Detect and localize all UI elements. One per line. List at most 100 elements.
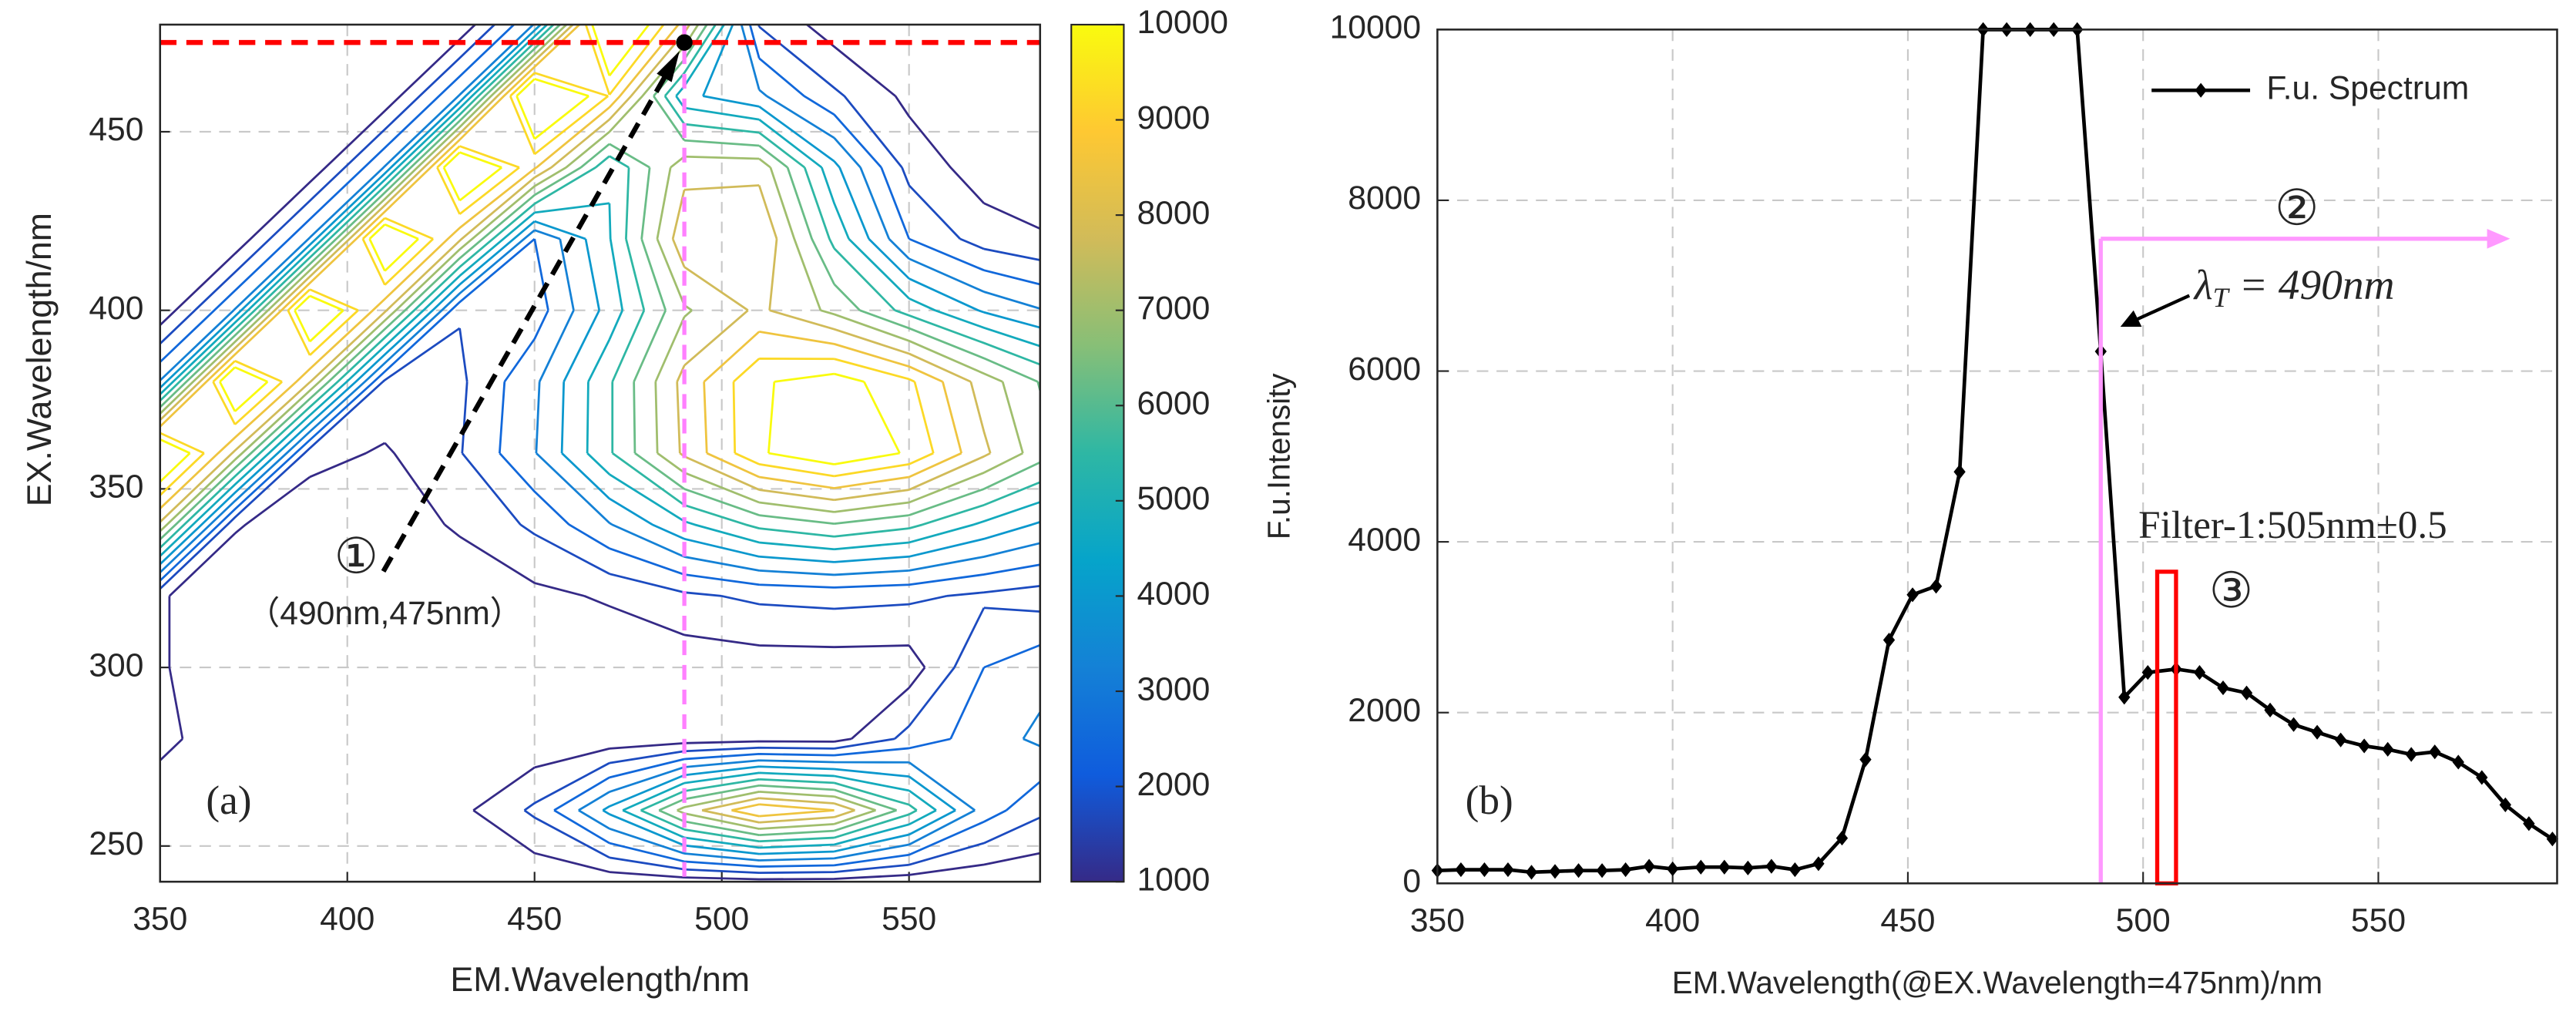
y-tick-label: 350 xyxy=(89,469,143,506)
x-tick-label: 450 xyxy=(507,901,562,938)
data-point xyxy=(1596,863,1608,879)
contour-line xyxy=(160,24,901,483)
colorbar-tick-label: 4000 xyxy=(1137,576,1210,613)
annotation-subscript: T xyxy=(2213,282,2231,313)
data-point xyxy=(1906,587,1919,603)
data-point xyxy=(2193,665,2206,680)
data-point xyxy=(2264,702,2276,717)
legend-marker xyxy=(2195,82,2207,98)
contour-line xyxy=(160,24,1040,837)
x-axis-label: EM.Wavelength/nm xyxy=(450,960,750,999)
data-point xyxy=(1694,859,1707,875)
axes-box xyxy=(1436,29,2558,885)
data-point xyxy=(2118,690,2131,705)
colorbar-tick-label: 5000 xyxy=(1137,480,1210,517)
colorbar-tick-label: 7000 xyxy=(1137,290,1210,327)
data-point xyxy=(1502,862,1514,878)
data-point xyxy=(1882,632,1896,648)
data-point xyxy=(1765,858,1778,874)
data-point xyxy=(1455,862,1467,878)
x-tick-label: 400 xyxy=(320,901,374,938)
contour-line xyxy=(160,24,1040,849)
colorbar-tick-label: 3000 xyxy=(1137,670,1210,707)
data-point xyxy=(1929,579,1943,594)
annotation-text: = 490nm xyxy=(2228,261,2395,308)
y-tick-label: 0 xyxy=(1402,863,1421,900)
y-axis-label: EX.Wavelength/nm xyxy=(20,213,59,506)
data-point xyxy=(1953,464,1966,479)
y-tick-label: 300 xyxy=(89,647,143,684)
data-point xyxy=(2499,797,2511,812)
filter-box xyxy=(2155,569,2178,885)
data-point xyxy=(2334,732,2347,748)
data-point xyxy=(2546,832,2559,847)
contour-line xyxy=(160,24,1040,862)
colorbar xyxy=(1070,23,1125,883)
y-tick-label: 450 xyxy=(89,111,143,148)
annotation-arrow xyxy=(2134,294,2191,322)
annotation: ① xyxy=(334,529,378,583)
x-tick-label: 550 xyxy=(882,901,936,938)
data-point xyxy=(1859,752,1872,768)
data-point xyxy=(2141,665,2154,680)
data-point xyxy=(2311,724,2323,740)
data-point xyxy=(1741,860,1755,875)
annotation-arrowhead xyxy=(657,51,680,82)
data-point xyxy=(2358,738,2370,754)
contour-line xyxy=(160,24,935,496)
y-tick-label: 400 xyxy=(89,290,143,327)
threshold-arrowhead xyxy=(2487,229,2511,249)
contour-line xyxy=(160,24,1040,875)
x-tick-label: 450 xyxy=(1880,902,1935,939)
data-point xyxy=(1619,862,1632,878)
y-axis-label: F.u.Intensity xyxy=(1261,373,1297,540)
data-point xyxy=(2476,770,2488,785)
annotation: λT = 490nm xyxy=(2193,261,2395,314)
contour-line xyxy=(160,24,1040,868)
data-point xyxy=(1835,830,1849,846)
x-tick-label: 550 xyxy=(2351,902,2406,939)
contour-line xyxy=(160,24,1040,855)
colorbar-tick-label: 9000 xyxy=(1137,99,1210,136)
annotation: ③ xyxy=(2209,563,2253,618)
data-point xyxy=(1572,863,1585,879)
data-point xyxy=(2405,747,2417,762)
data-point xyxy=(1812,856,1825,872)
x-tick-label: 350 xyxy=(133,901,187,938)
contour-line xyxy=(160,24,1040,881)
contour-line xyxy=(160,24,963,818)
contour-line xyxy=(160,24,1024,830)
point-marker xyxy=(676,34,693,51)
colorbar-tick-label: 6000 xyxy=(1137,385,1210,422)
contours xyxy=(160,24,1040,881)
y-tick-label: 8000 xyxy=(1348,180,1421,217)
axes-box xyxy=(159,23,1042,883)
panel-b: 350 400 450 500 550 0 2000 4000 6000 8000 10000 F.u… xyxy=(1330,9,2559,939)
x-tick-label: 500 xyxy=(2116,902,2171,939)
panel-label: (a) xyxy=(206,778,251,823)
annotation: ② xyxy=(2275,181,2319,236)
data-point xyxy=(2240,685,2253,701)
data-point xyxy=(1788,862,1802,878)
data-point xyxy=(2217,680,2229,696)
colorbar-tick-label: 1000 xyxy=(1137,861,1210,898)
annotation-arrowhead xyxy=(2120,310,2142,327)
data-point xyxy=(2287,717,2300,732)
data-point xyxy=(1643,858,1655,874)
legend-label: F.u. Spectrum xyxy=(2266,69,2469,106)
y-tick-label: 4000 xyxy=(1348,521,1421,558)
x-tick-label: 500 xyxy=(694,901,749,938)
data-point xyxy=(2452,754,2464,770)
annotation-arrow xyxy=(381,61,676,573)
data-point xyxy=(1549,864,1561,879)
x-tick-label: 350 xyxy=(1410,902,1465,939)
panel-a: 350 400 450 500 550 250 300 350 400 450 1000 2000 30… xyxy=(89,4,1228,937)
colorbar-tick-label: 2000 xyxy=(1137,766,1210,803)
colorbar-tick-label: 10000 xyxy=(1137,4,1228,41)
annotation: （490nm,475nm） xyxy=(247,595,523,632)
colorbar-tick-label: 8000 xyxy=(1137,194,1210,231)
x-tick-label: 400 xyxy=(1645,902,1700,939)
data-point xyxy=(1718,859,1731,875)
data-point xyxy=(1666,861,1679,877)
